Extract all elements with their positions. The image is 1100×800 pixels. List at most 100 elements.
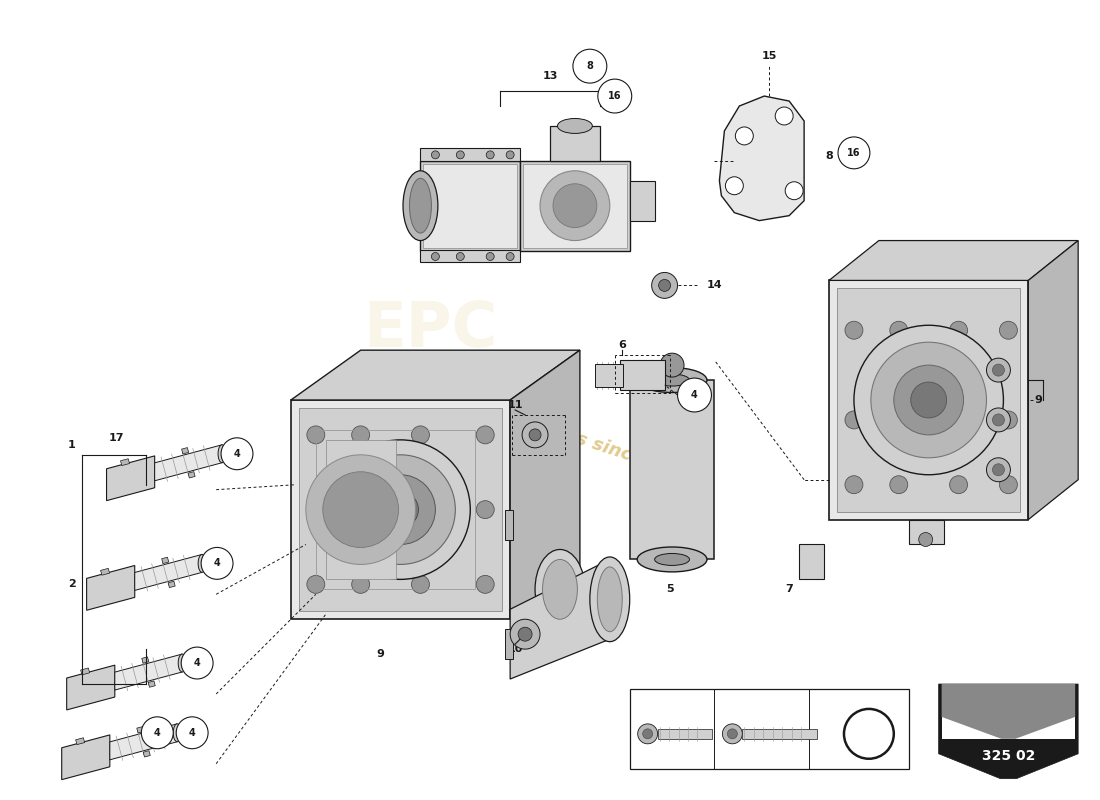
Circle shape [987, 358, 1011, 382]
Text: 8: 8 [825, 151, 833, 161]
Circle shape [659, 279, 671, 291]
Circle shape [725, 177, 744, 194]
Circle shape [518, 627, 532, 641]
Bar [290, 400, 510, 619]
Text: 11: 11 [507, 400, 522, 410]
Ellipse shape [558, 118, 593, 134]
Polygon shape [110, 724, 177, 760]
Polygon shape [67, 665, 114, 710]
Polygon shape [942, 684, 1075, 739]
Circle shape [352, 426, 370, 444]
Bar [829, 281, 1028, 519]
Bar [524, 164, 627, 247]
Circle shape [486, 151, 494, 159]
Ellipse shape [654, 374, 690, 386]
Ellipse shape [198, 554, 206, 572]
Polygon shape [938, 684, 1078, 778]
Text: 9: 9 [376, 649, 385, 659]
Text: 16: 16 [648, 699, 661, 709]
Text: 16: 16 [608, 91, 622, 101]
Polygon shape [142, 657, 148, 663]
Bar [76, 738, 85, 745]
Circle shape [306, 455, 416, 565]
Circle shape [522, 422, 548, 448]
Polygon shape [107, 456, 155, 501]
Ellipse shape [178, 654, 186, 672]
Circle shape [992, 464, 1004, 476]
Circle shape [890, 322, 908, 339]
Text: 10: 10 [507, 644, 522, 654]
Bar [909, 519, 944, 545]
Ellipse shape [637, 368, 707, 393]
Text: 4: 4 [194, 658, 200, 668]
Circle shape [383, 492, 418, 527]
Bar [326, 440, 396, 579]
Circle shape [597, 79, 631, 113]
Bar [629, 380, 714, 559]
Circle shape [553, 184, 597, 228]
Bar [505, 510, 513, 539]
Text: 2: 2 [68, 579, 76, 590]
Text: 325 02: 325 02 [981, 749, 1035, 762]
Polygon shape [182, 447, 189, 454]
Circle shape [345, 455, 455, 565]
Circle shape [476, 426, 494, 444]
Circle shape [352, 501, 370, 518]
Text: 1: 1 [68, 440, 76, 450]
Circle shape [642, 729, 652, 739]
Circle shape [476, 575, 494, 594]
Ellipse shape [409, 178, 431, 233]
Circle shape [431, 151, 439, 159]
Text: 4: 4 [233, 449, 241, 458]
Ellipse shape [590, 557, 629, 642]
Bar [550, 126, 600, 161]
Circle shape [638, 724, 658, 744]
Circle shape [476, 501, 494, 518]
Polygon shape [136, 726, 144, 733]
Circle shape [987, 408, 1011, 432]
Bar [316, 430, 475, 590]
Ellipse shape [654, 554, 690, 566]
Text: a passion for parts since 1985: a passion for parts since 1985 [402, 374, 698, 486]
Circle shape [322, 472, 398, 547]
Text: 4: 4 [213, 558, 220, 568]
Circle shape [307, 501, 324, 518]
Circle shape [651, 273, 678, 298]
Text: 1: 1 [68, 749, 76, 758]
Circle shape [845, 476, 862, 494]
Polygon shape [162, 557, 168, 563]
Polygon shape [510, 559, 609, 679]
Circle shape [845, 322, 862, 339]
Circle shape [854, 326, 1003, 474]
Text: 4: 4 [691, 390, 697, 400]
Bar [121, 458, 130, 466]
Polygon shape [829, 241, 1078, 281]
Ellipse shape [597, 567, 623, 632]
Circle shape [456, 151, 464, 159]
Circle shape [911, 382, 947, 418]
Circle shape [838, 137, 870, 169]
Bar [799, 545, 824, 579]
Ellipse shape [173, 724, 182, 742]
Bar [619, 360, 664, 390]
Circle shape [727, 729, 737, 739]
Circle shape [949, 476, 968, 494]
Bar [100, 568, 110, 575]
Polygon shape [168, 582, 175, 588]
Polygon shape [62, 735, 110, 780]
Circle shape [201, 547, 233, 579]
Text: 12: 12 [412, 210, 428, 221]
Text: 4: 4 [189, 728, 196, 738]
Polygon shape [290, 350, 580, 400]
Bar [629, 181, 654, 221]
Bar [942, 687, 1075, 739]
Bar [658, 729, 713, 739]
Circle shape [678, 378, 712, 412]
Text: 8: 8 [741, 699, 748, 709]
Text: 9: 9 [1034, 395, 1042, 405]
Circle shape [992, 414, 1004, 426]
Circle shape [871, 342, 987, 458]
Circle shape [456, 253, 464, 261]
Text: 4: 4 [154, 728, 161, 738]
Circle shape [506, 151, 514, 159]
